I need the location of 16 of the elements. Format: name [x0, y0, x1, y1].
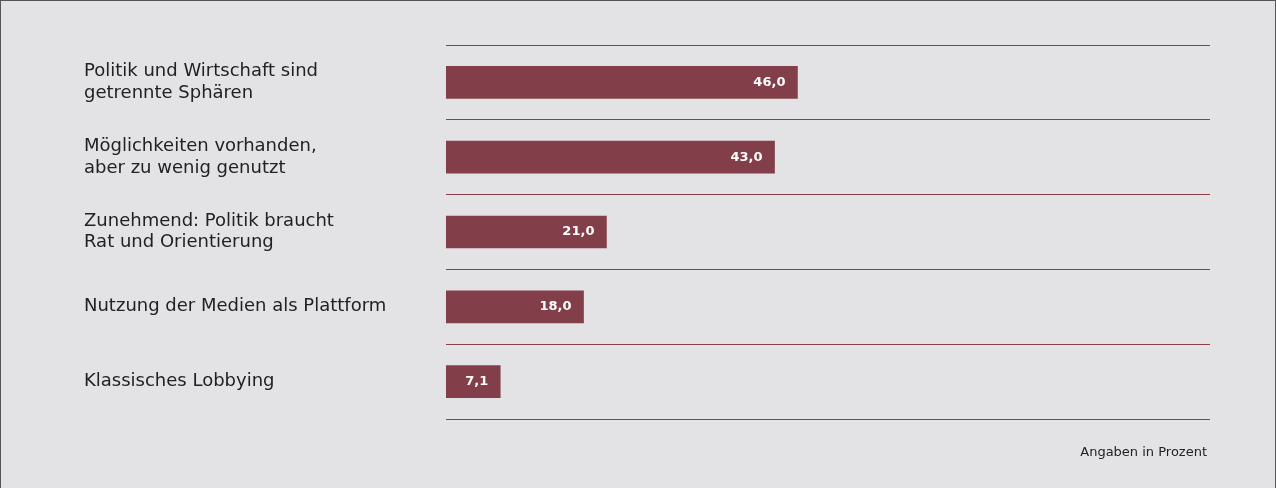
bar [446, 365, 501, 398]
y-tick-label: Möglichkeiten vorhanden, aber zu wenig genutzt [84, 134, 317, 177]
data-label: 21,0 [562, 223, 595, 239]
data-label: 18,0 [539, 298, 572, 314]
y-tick-label: Zunehmend: Politik braucht Rat und Orientierung [84, 208, 334, 252]
data-label: 7,1 [465, 372, 489, 388]
bar [446, 215, 607, 249]
bar [446, 66, 798, 99]
data-label: 46,0 [753, 73, 786, 89]
bar [446, 290, 584, 324]
y-tick-label: Klassisches Lobbying [84, 369, 275, 391]
bar [446, 140, 775, 174]
text: Angaben in Prozent [1080, 444, 1207, 459]
y-tick-label: Nutzung der Medien als Plattform [84, 294, 387, 316]
y-tick-label: Politik und Wirtschaft sind getrennte Sphären [84, 59, 318, 102]
data-label: 43,0 [730, 148, 763, 164]
